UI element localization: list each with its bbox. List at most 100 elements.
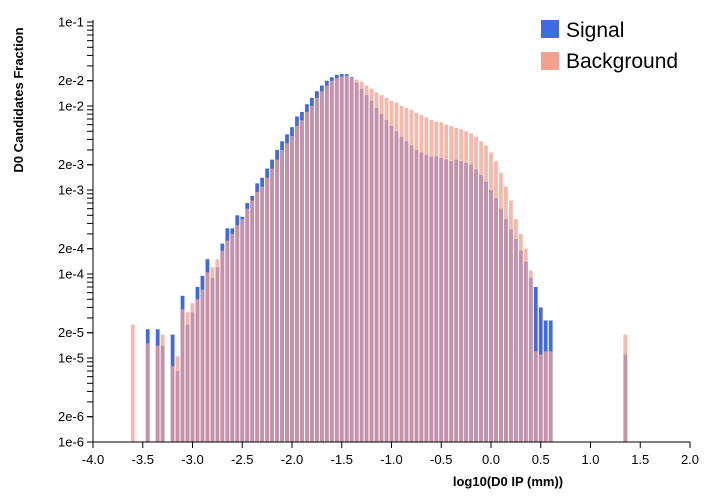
x-tick-label-4: -2.0 [281, 452, 303, 467]
bar-background-69 [494, 161, 498, 443]
axes-layer: 1e-6 2e-6 1e-5 2e-5 1e-4 2e-4 1e-3 2e-3 1e-2 2e-2… [58, 15, 699, 468]
x-tick-label-1: -3.5 [132, 452, 154, 467]
x-tick-label-8: 0.0 [482, 452, 500, 467]
bar-background-53 [414, 112, 419, 443]
bar-background-45 [374, 92, 379, 442]
bar-background-65 [474, 136, 478, 443]
bar-background-26 [280, 149, 284, 443]
bar-background-25 [275, 159, 279, 443]
y-tick-label-7: 2e-3 [58, 157, 84, 172]
bar-background-27 [285, 143, 289, 442]
bar-background-67 [484, 145, 488, 443]
bar-background-4 [170, 366, 175, 442]
bar-background-7 [185, 312, 190, 442]
bar-background-60 [449, 125, 454, 443]
bar-background-70 [499, 172, 503, 442]
bar-background-40 [349, 78, 354, 442]
bar-background-28 [290, 135, 294, 442]
bar-background-13 [215, 259, 220, 442]
x-tick-label-9: 0.5 [532, 452, 550, 467]
bar-background-11 [205, 272, 210, 442]
bar-background-29 [295, 125, 299, 443]
bar-background-22 [260, 186, 265, 442]
bar-background-30 [300, 120, 304, 442]
bar-background-51 [404, 107, 409, 443]
bar-background-18 [240, 219, 245, 442]
bar-background-34 [319, 91, 324, 443]
bar-background-63 [464, 131, 469, 443]
x-tick-label-12: 2.0 [681, 452, 699, 467]
x-axis-title: log10(D0 IP (mm)) [453, 474, 563, 489]
bar-background-48 [389, 100, 394, 443]
bar-background-71 [504, 186, 508, 442]
bar-background-8 [190, 303, 195, 442]
bar-background-1 [145, 343, 150, 442]
bar-background-19 [245, 208, 250, 442]
bar-background-81 [623, 334, 628, 442]
y-tick-label-0: 1e-6 [58, 435, 84, 450]
bar-background-39 [344, 75, 349, 443]
bar-background-23 [265, 177, 270, 443]
bar-background-74 [518, 233, 523, 442]
bar-background-14 [220, 250, 225, 442]
y-tick-label-10: 1e-1 [58, 15, 84, 30]
bar-background-10 [200, 289, 205, 442]
bar-background-21 [255, 191, 260, 442]
legend-swatch-signal [541, 20, 559, 38]
bar-background-72 [509, 200, 513, 442]
y-tick-label-3: 2e-5 [58, 325, 84, 340]
bar-background-76 [528, 270, 533, 442]
y-tick-label-4: 1e-4 [58, 267, 84, 282]
bar-background-17 [235, 225, 240, 442]
x-tick-label-2: -3.0 [181, 452, 203, 467]
y-tick-label-6: 1e-3 [58, 183, 84, 198]
bar-background-47 [384, 97, 389, 443]
bar-background-0 [130, 324, 135, 442]
y-tick-label-9: 2e-2 [58, 73, 84, 88]
bar-background-15 [225, 240, 230, 442]
bar-background-38 [339, 76, 344, 443]
bar-background-2 [155, 345, 160, 442]
bar-background-24 [270, 168, 274, 442]
bar-background-3 [160, 334, 165, 442]
legend-label-background: Background [566, 50, 678, 73]
bar-background-77 [533, 351, 538, 442]
y-tick-label-5: 2e-4 [58, 241, 84, 256]
bar-background-50 [399, 106, 404, 442]
bar-background-43 [364, 85, 369, 442]
bar-background-58 [439, 122, 444, 442]
bar-background-36 [329, 80, 334, 443]
bar-background-52 [409, 109, 414, 442]
bar-background-66 [479, 141, 483, 443]
bar-background-12 [210, 267, 215, 442]
bar-background-64 [469, 133, 473, 443]
bar-background-73 [513, 219, 518, 442]
bar-background-61 [454, 127, 459, 442]
bar-background-9 [195, 299, 200, 442]
legend-swatch-background [541, 52, 559, 70]
bar-background-46 [379, 95, 384, 443]
bar-background-37 [334, 78, 339, 442]
bar-background-56 [429, 120, 434, 442]
bar-background-78 [538, 354, 543, 442]
bar-background-62 [459, 129, 464, 442]
bar-background-80 [548, 351, 553, 442]
x-tick-label-11: 1.5 [631, 452, 649, 467]
bar-background-32 [310, 106, 314, 442]
bars-layer [130, 74, 628, 443]
bar-background-16 [230, 233, 235, 442]
bar-background-57 [434, 121, 439, 442]
x-tick-label-6: -1.0 [380, 452, 402, 467]
legend-label-signal: Signal [566, 19, 624, 42]
bar-background-54 [419, 115, 424, 442]
bar-background-41 [354, 79, 359, 442]
x-tick-label-7: -0.5 [430, 452, 452, 467]
y-tick-label-8: 1e-2 [58, 99, 84, 114]
bar-background-42 [359, 81, 364, 442]
legend: Signal Background [541, 19, 678, 73]
x-tick-label-5: -1.5 [331, 452, 353, 467]
x-tick-label-3: -2.5 [231, 452, 253, 467]
bar-background-20 [250, 200, 255, 442]
bar-background-68 [489, 152, 493, 442]
